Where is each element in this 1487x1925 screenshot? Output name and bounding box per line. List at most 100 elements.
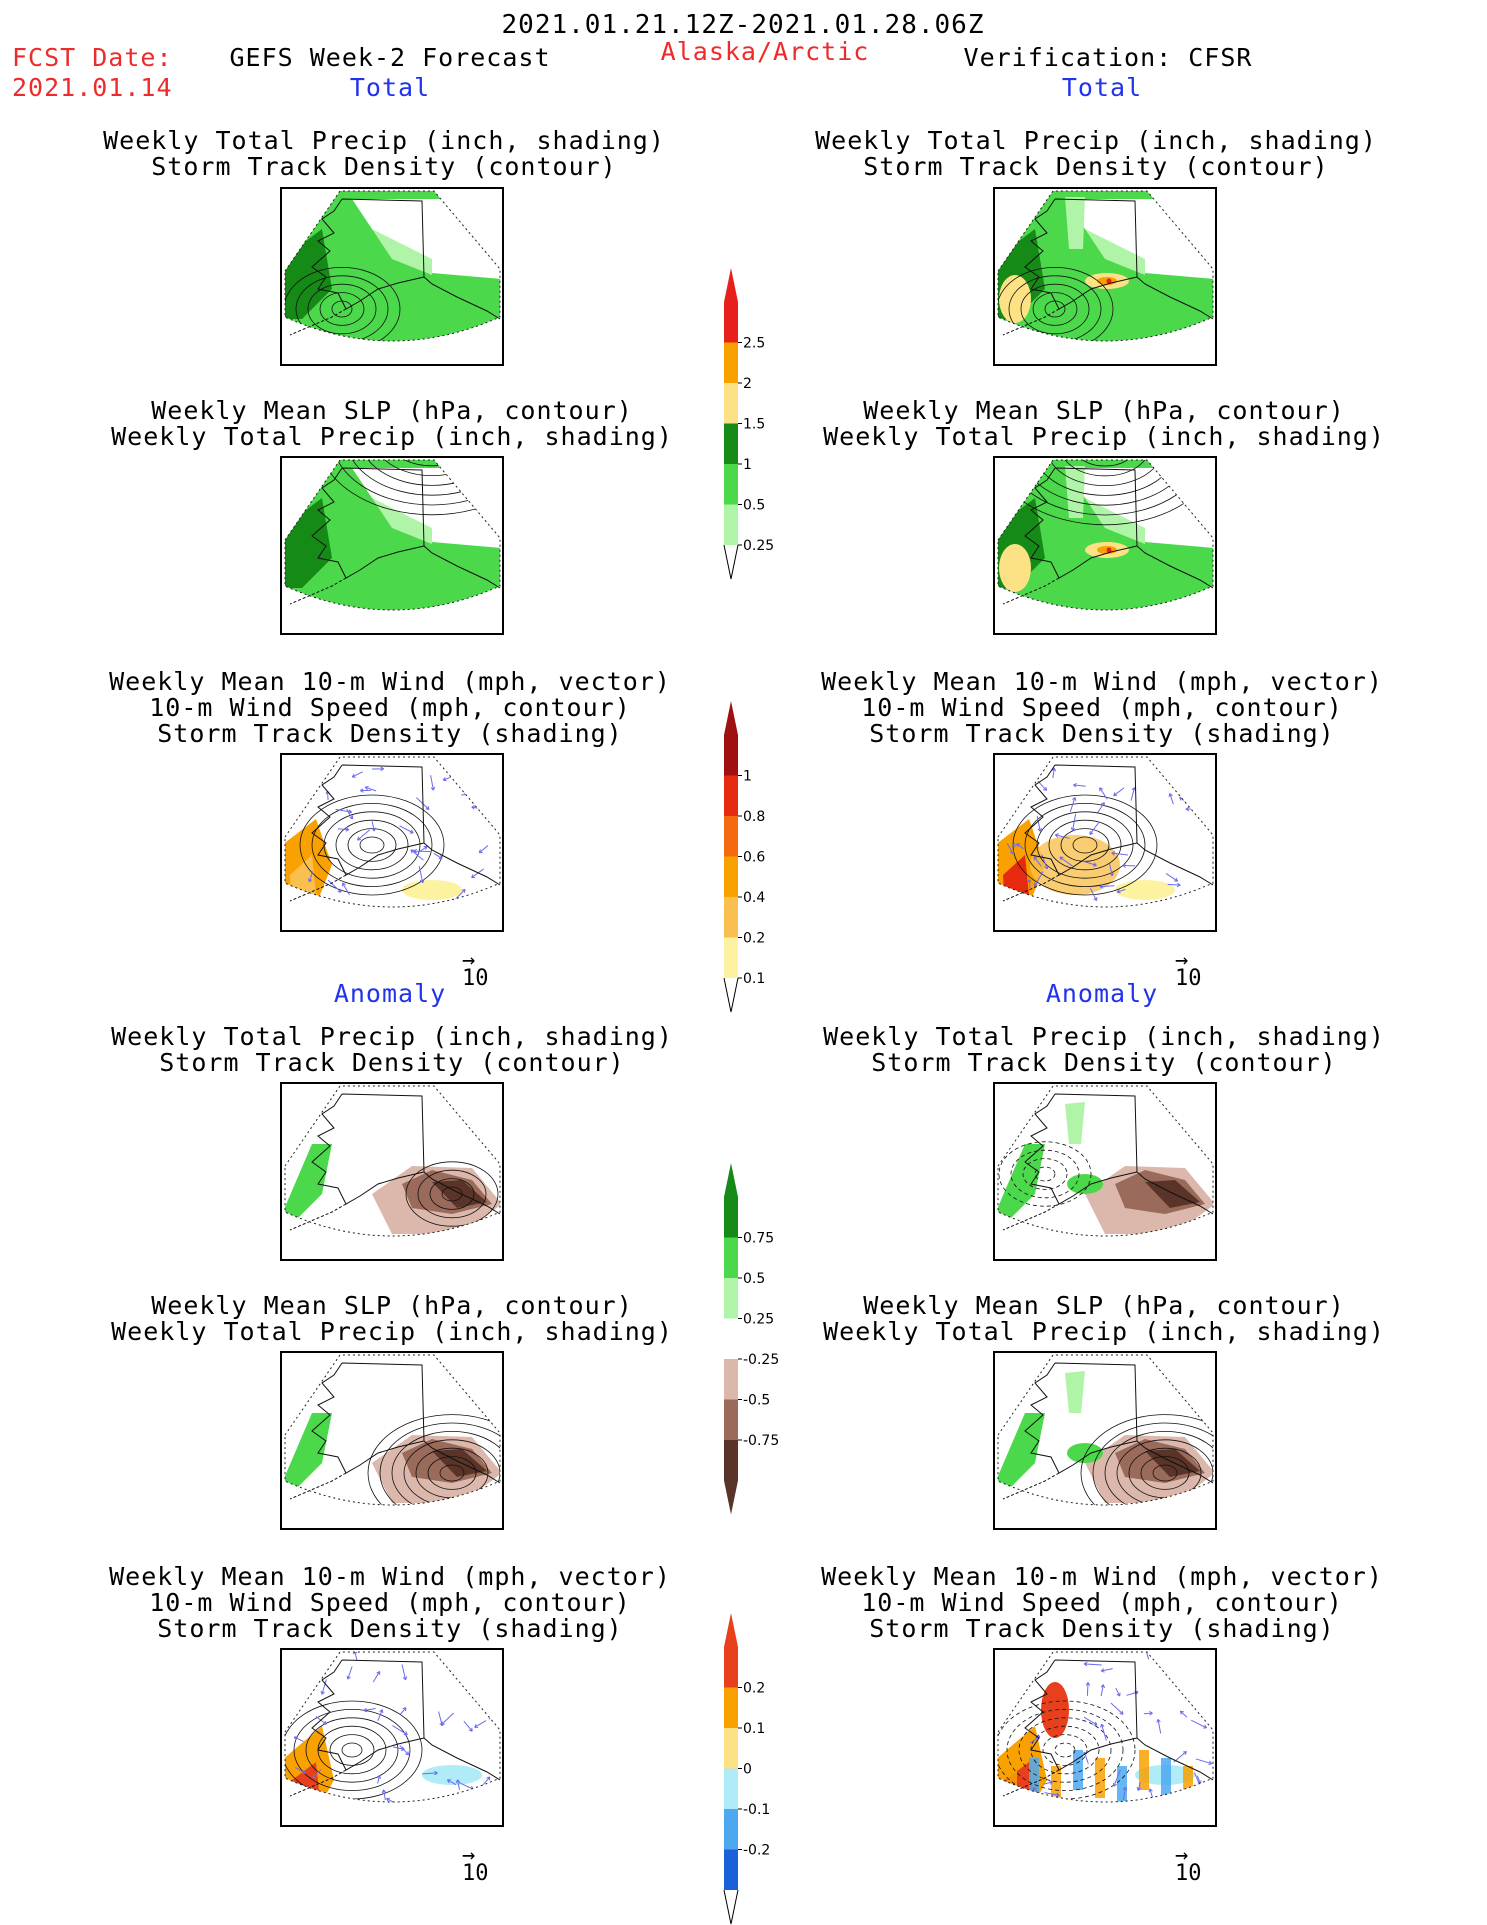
colorbar-segment <box>724 1728 738 1769</box>
contour-line <box>341 1742 363 1758</box>
wind-vector <box>463 783 474 794</box>
wind-vector-head <box>1010 897 1015 902</box>
colorbar-tick-label: 0.6 <box>743 850 765 866</box>
contour-line <box>1018 1717 1112 1783</box>
wind-vector <box>418 865 424 883</box>
map-svg <box>997 1651 1214 1803</box>
wind-vector-head <box>357 836 362 841</box>
wind-vector-head <box>419 879 425 884</box>
wind-vector <box>1193 1772 1202 1787</box>
colorbar-segment <box>724 937 738 978</box>
map-total-slp-forecast <box>280 456 504 635</box>
contour-line <box>331 460 500 506</box>
wind-vector <box>346 808 353 820</box>
wind-vector <box>469 900 481 907</box>
wind-vector-head <box>379 1709 384 1714</box>
aleutian-islands <box>1002 874 1060 902</box>
wind-vector <box>321 1679 327 1695</box>
wind-vector <box>399 825 414 834</box>
track-anomaly-shading <box>1051 1766 1061 1802</box>
wind-vector <box>1089 888 1098 901</box>
wind-vector <box>430 775 434 791</box>
wind-vector <box>457 1666 468 1673</box>
contour-line <box>1054 1742 1076 1758</box>
wind-vector-head <box>351 773 356 778</box>
wind-vector <box>1084 1663 1102 1666</box>
wind-vector <box>283 909 299 910</box>
colorbar-tail <box>723 1889 739 1925</box>
wind-vector-head <box>345 827 350 832</box>
map-svg <box>283 756 501 910</box>
wind-vector <box>1033 871 1044 887</box>
wind-vector-head <box>1112 1782 1117 1787</box>
dry-area <box>422 199 500 279</box>
wind-vector-head <box>1191 1687 1196 1692</box>
wind-vector-head <box>1182 1751 1187 1756</box>
contour-line <box>1034 1166 1056 1182</box>
wind-vector-head <box>1016 843 1021 848</box>
wind-vector-head <box>342 882 346 887</box>
colorbar-tip <box>724 1480 738 1515</box>
wind-vector-head <box>1156 1718 1161 1723</box>
wind-vector-head <box>1011 842 1016 848</box>
contour-line <box>335 819 409 871</box>
wind-vector <box>354 1652 358 1661</box>
wind-vector <box>1115 1687 1121 1697</box>
map-anom-slp-verif <box>993 1351 1217 1530</box>
colorbar-segment <box>724 775 738 816</box>
colorbar-tip <box>724 1613 738 1647</box>
wind-vector <box>1109 863 1113 876</box>
track-anomaly-shading <box>1007 1750 1017 1790</box>
panel-title-r5: Weekly Mean SLP (hPa, contour) Weekly To… <box>823 1291 1385 1346</box>
contour-line <box>311 803 433 887</box>
wind-vector-head <box>301 1769 306 1774</box>
wind-vector-head <box>1051 767 1057 772</box>
wind-vector-head <box>402 1676 408 1681</box>
contour-line <box>373 460 491 476</box>
wind-vector <box>298 765 306 775</box>
contour-line <box>405 1161 499 1227</box>
wind-vector-head <box>1109 872 1114 877</box>
map-content <box>285 1652 499 1802</box>
panel-title-l3: Weekly Mean 10-m Wind (mph, vector) 10-m… <box>109 667 671 748</box>
colorbar-tick-label: 0.1 <box>743 1721 765 1737</box>
wind-vector <box>1171 1666 1189 1674</box>
dry-area <box>352 199 432 259</box>
aleutian-islands <box>1002 1472 1060 1500</box>
wind-vector <box>1086 1682 1089 1696</box>
wind-vector-head <box>363 1707 368 1713</box>
colorbar-tip <box>724 268 738 302</box>
fcst-date-value: 2021.01.14 <box>12 73 173 102</box>
wind-vector-head <box>1186 1653 1191 1658</box>
wind-vector-head <box>1010 850 1014 855</box>
wind-vector-head <box>1092 862 1097 867</box>
wind-vector <box>365 786 377 792</box>
map-total-wind-forecast <box>280 753 504 932</box>
aleutian-islands <box>1002 308 1060 336</box>
wind-vector-head <box>477 902 482 907</box>
wind-vector <box>470 1662 480 1666</box>
panel-title-l2: Weekly Mean SLP (hPa, contour) Weekly To… <box>111 396 673 451</box>
wind-vector <box>1165 873 1178 882</box>
precip-shading <box>1065 197 1085 249</box>
map-anom-slp-forecast <box>280 1351 504 1530</box>
wind-vector <box>1113 1769 1121 1787</box>
colorbar-svg: 1 0.8 0.6 0.4 0.2 0.1 <box>723 701 765 1013</box>
wind-vector <box>392 1725 408 1736</box>
model-title: GEFS Week-2 Forecast <box>229 43 551 72</box>
wind-vector-head <box>1136 1786 1141 1791</box>
colorbar-tick-label: 0.2 <box>743 1681 765 1697</box>
map-content <box>998 1652 1213 1802</box>
wind-vector <box>335 808 352 813</box>
wind-vector-head <box>1037 827 1042 832</box>
wind-vector-head <box>337 888 342 893</box>
contour-line <box>299 794 445 896</box>
wind-vector <box>1169 793 1174 805</box>
wind-vector <box>382 1789 386 1801</box>
wind-vector <box>377 1709 383 1721</box>
wind-vector <box>1006 843 1014 855</box>
wind-vector <box>1073 784 1086 787</box>
wind-vector <box>342 882 350 896</box>
contour-line <box>427 1456 477 1490</box>
contour-line <box>1010 1149 1080 1199</box>
